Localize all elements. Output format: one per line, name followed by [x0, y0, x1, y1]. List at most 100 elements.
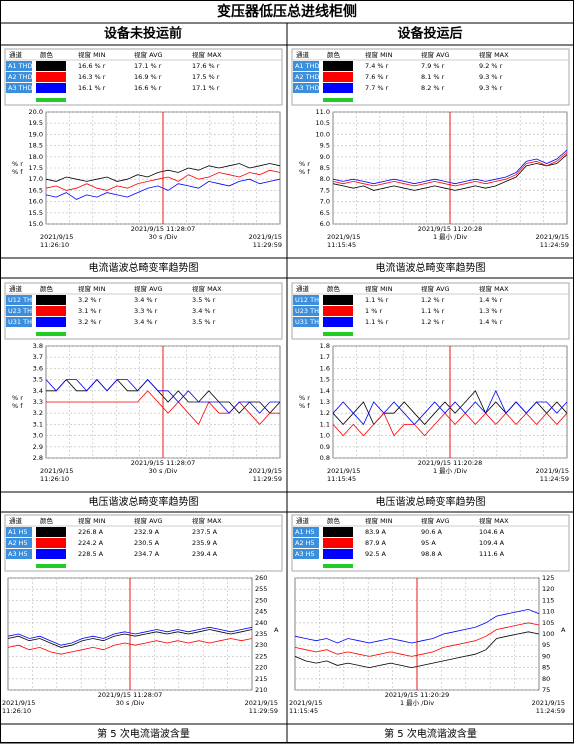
x-end-label: 11:24:59 [536, 707, 565, 715]
y-tick-label: 230 [255, 641, 267, 649]
legend-name: A3 H5 [295, 550, 315, 558]
legend-value: 8.2 % r [421, 84, 445, 92]
legend-header: 视窗 MAX [192, 50, 222, 59]
legend-swatch [323, 549, 353, 559]
y-tick-label: 240 [255, 619, 267, 627]
legend-value: 228.5 A [78, 550, 104, 558]
legend-value: 9.3 % r [479, 73, 503, 81]
x-start-label: 11:15:45 [327, 475, 356, 483]
x-end-label: 11:29:59 [253, 475, 282, 483]
legend-name: A1 H5 [8, 528, 28, 536]
cursor-label: 2021/9/15 11:28:07 [131, 225, 196, 233]
legend-header: 通道 [9, 50, 23, 59]
legend-header: 视窗 MIN [365, 516, 393, 525]
legend-value: 237.5 A [192, 528, 218, 536]
div-label: 30 s /Div [149, 467, 178, 475]
x-end-label: 2021/9/15 [536, 233, 569, 241]
legend-swatch [323, 527, 353, 537]
legend-value: 3.4 % r [192, 307, 216, 315]
y-tick-label: 2.9 [33, 443, 43, 451]
legend-header: 视窗 MIN [365, 284, 393, 293]
legend-header: 视窗 MIN [78, 50, 106, 59]
x-start-label: 2021/9/15 [327, 233, 360, 241]
legend-value: 224.2 A [78, 539, 104, 547]
legend-value: 17.6 % r [192, 62, 220, 70]
legend-value: 7.6 % r [365, 73, 389, 81]
legend-value: 7.9 % r [421, 62, 445, 70]
legend-box [291, 48, 570, 106]
legend-name-bg [293, 317, 319, 327]
y-tick-label: 1.4 [320, 387, 330, 395]
legend-name: A2 THDr [8, 73, 36, 81]
legend-header: 视窗 MIN [78, 284, 106, 293]
y-tick-label: 250 [255, 596, 267, 604]
x-start-label: 11:26:10 [40, 241, 69, 249]
y-tick-label: 260 [255, 574, 267, 582]
y-axis-label: % r [12, 160, 23, 168]
column-header: 设备未投运前 [104, 26, 182, 42]
legend-strip [323, 332, 353, 336]
legend-name: U31 THDr [295, 318, 327, 326]
y-tick-label: 0.9 [320, 443, 330, 451]
div-label: 30 s /Div [116, 699, 145, 707]
legend-value: 1.4 % r [479, 296, 503, 304]
y-tick-label: 220 [255, 664, 267, 672]
cursor-label: 2021/9/15 11:28:07 [98, 691, 163, 699]
cursor-label: 2021/9/15 11:20:29 [385, 691, 450, 699]
legend-header: 视窗 AVG [421, 516, 450, 525]
legend-value: 3.2 % r [78, 296, 102, 304]
legend-value: 3.3 % r [134, 307, 158, 315]
legend-name-bg [293, 83, 319, 93]
y-tick-label: 1.6 [320, 364, 330, 372]
legend-value: 109.4 A [479, 539, 505, 547]
legend-value: 16.9 % r [134, 73, 162, 81]
legend-value: 1.1 % r [365, 318, 389, 326]
legend-swatch [36, 72, 66, 82]
y-tick-label: 3.5 [33, 376, 43, 384]
y-tick-label: 8.5 [320, 164, 330, 172]
legend-name: A2 THDr [295, 73, 323, 81]
y-tick-label: 3.0 [33, 432, 43, 440]
legend-name: A2 H5 [295, 539, 315, 547]
legend-swatch [323, 72, 353, 82]
caption: 第 5 次电流谐波含量 [97, 727, 190, 740]
legend-header: 视窗 MIN [365, 50, 393, 59]
legend-swatch [36, 306, 66, 316]
y-tick-label: 19.0 [29, 130, 43, 138]
x-start-label: 2021/9/15 [2, 699, 35, 707]
legend-value: 104.6 A [479, 528, 505, 536]
legend-name: U31 THDr [8, 318, 40, 326]
legend-header: 视窗 AVG [134, 284, 163, 293]
x-start-label: 11:26:10 [40, 475, 69, 483]
legend-strip [36, 98, 66, 102]
legend-value: 239.4 A [192, 550, 218, 558]
y-tick-label: 90 [542, 652, 550, 660]
legend-header: 颜色 [40, 50, 54, 59]
legend-name: U12 THDr [8, 296, 40, 304]
legend-name-bg [293, 72, 319, 82]
cursor-label: 2021/9/15 11:28:07 [131, 459, 196, 467]
legend-name-bg [293, 61, 319, 71]
y-axis-label: A [561, 626, 566, 634]
legend-swatch [36, 549, 66, 559]
legend-header: 视窗 AVG [134, 516, 163, 525]
legend-name: A1 H5 [295, 528, 315, 536]
y-tick-label: 11.0 [316, 108, 330, 116]
legend-swatch [323, 295, 353, 305]
legend-swatch [323, 61, 353, 71]
legend-swatch [323, 306, 353, 316]
y-tick-label: 105 [542, 619, 554, 627]
y-tick-label: 215 [255, 675, 267, 683]
legend-value: 1.2 % r [421, 318, 445, 326]
x-end-label: 11:29:59 [253, 241, 282, 249]
legend-swatch [323, 538, 353, 548]
x-start-label: 11:15:45 [327, 241, 356, 249]
legend-value: 111.6 A [479, 550, 505, 558]
y-tick-label: 9.5 [320, 142, 330, 150]
y-tick-label: 19.5 [29, 119, 43, 127]
y-tick-label: 9.0 [320, 153, 330, 161]
legend-name-bg [293, 306, 319, 316]
y-tick-label: 225 [255, 652, 267, 660]
y-tick-label: 7.5 [320, 186, 330, 194]
legend-name-bg [6, 61, 32, 71]
